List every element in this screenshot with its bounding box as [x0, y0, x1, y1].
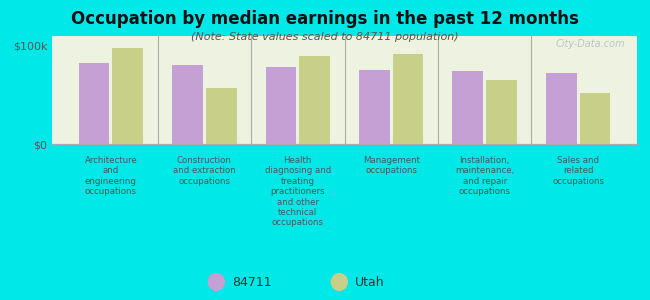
Circle shape	[332, 274, 347, 290]
Text: Architecture
and
engineering
occupations: Architecture and engineering occupations	[84, 156, 137, 196]
Text: Sales and
related
occupations: Sales and related occupations	[552, 156, 604, 186]
Text: Installation,
maintenance,
and repair
occupations: Installation, maintenance, and repair oc…	[455, 156, 514, 196]
Text: (Note: State values scaled to 84711 population): (Note: State values scaled to 84711 popu…	[191, 32, 459, 41]
Bar	[299, 56, 330, 144]
Text: Occupation by median earnings in the past 12 months: Occupation by median earnings in the pas…	[71, 11, 579, 28]
Bar	[393, 54, 424, 144]
Text: Management
occupations: Management occupations	[363, 156, 420, 176]
Bar	[359, 70, 390, 144]
Bar	[112, 48, 143, 144]
Text: City-Data.com: City-Data.com	[556, 39, 625, 49]
Circle shape	[208, 274, 224, 290]
Bar	[265, 68, 296, 144]
Bar	[452, 71, 484, 144]
Text: Health
diagnosing and
treating
practitioners
and other
technical
occupations: Health diagnosing and treating practitio…	[265, 156, 331, 227]
Text: Utah: Utah	[355, 275, 385, 289]
Text: 84711: 84711	[232, 275, 272, 289]
Text: Construction
and extraction
occupations: Construction and extraction occupations	[173, 156, 236, 186]
Bar	[580, 93, 610, 144]
Bar	[205, 88, 237, 144]
Bar	[546, 73, 577, 144]
Bar	[172, 65, 203, 144]
Bar	[79, 64, 109, 144]
Bar	[486, 80, 517, 144]
